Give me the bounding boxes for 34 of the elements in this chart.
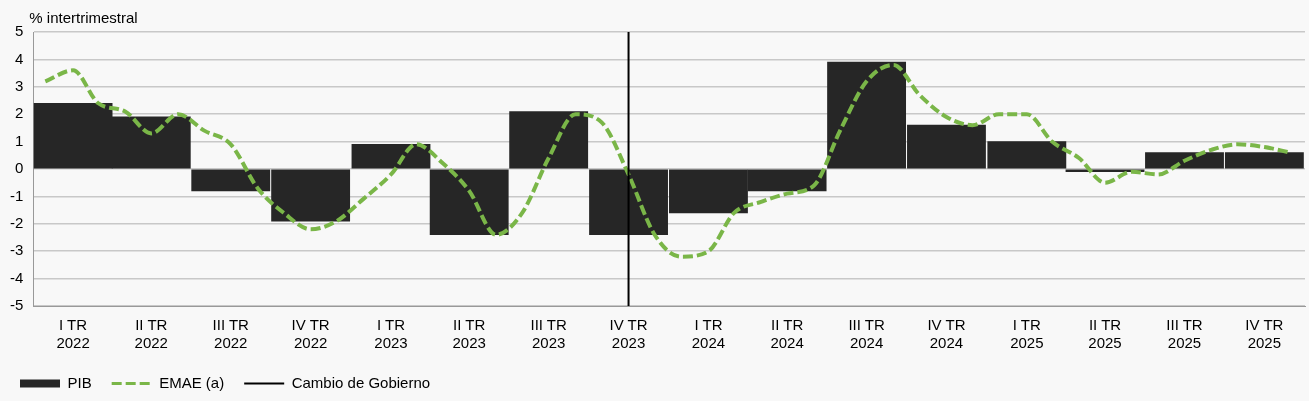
y-tick-label: 4 — [14, 49, 24, 67]
x-tick-label: II TR 2022 — [134, 316, 168, 352]
x-tick-label: IV TR 2022 — [291, 316, 330, 352]
x-tick-label: III TR 2022 — [212, 316, 250, 352]
x-tick-label: IV TR 2024 — [927, 316, 966, 352]
x-tick-label: IV TR 2023 — [609, 316, 648, 352]
x-tick-label: II TR 2024 — [770, 316, 804, 352]
x-tick-label: III TR 2024 — [848, 316, 885, 352]
x-tick-label: IV TR 2025 — [1245, 316, 1284, 352]
y-axis-title: % intertrimestral — [29, 8, 138, 26]
y-tick-label: -4 — [9, 268, 24, 286]
y-tick-label: 2 — [14, 104, 24, 122]
y-tick-label: -1 — [9, 186, 24, 204]
x-tick-label: I TR 2023 — [374, 316, 408, 352]
legend-label: EMAE (a) — [159, 373, 225, 391]
bar — [429, 169, 509, 236]
x-tick-label: II TR 2025 — [1088, 316, 1122, 352]
x-tick-label: I TR 2024 — [691, 316, 726, 352]
bar — [509, 111, 589, 169]
y-tick-label: -5 — [9, 296, 24, 314]
legend-label: PIB — [67, 373, 92, 391]
x-tick-label: III TR 2025 — [1166, 316, 1203, 352]
x-tick-label: I TR 2022 — [56, 316, 90, 352]
y-tick-label: 1 — [14, 131, 24, 149]
legend-label: Cambio de Gobierno — [291, 373, 431, 391]
x-tick-label: II TR 2023 — [452, 316, 486, 352]
x-tick-label: I TR 2025 — [1010, 316, 1044, 352]
y-tick-label: 3 — [14, 76, 24, 94]
y-tick-label: 5 — [14, 22, 24, 40]
x-tick-label: III TR 2023 — [530, 316, 568, 352]
y-tick-label: -3 — [9, 241, 24, 259]
y-tick-label: -2 — [9, 213, 24, 231]
bar — [351, 144, 431, 169]
y-tick-label: 0 — [14, 159, 24, 177]
